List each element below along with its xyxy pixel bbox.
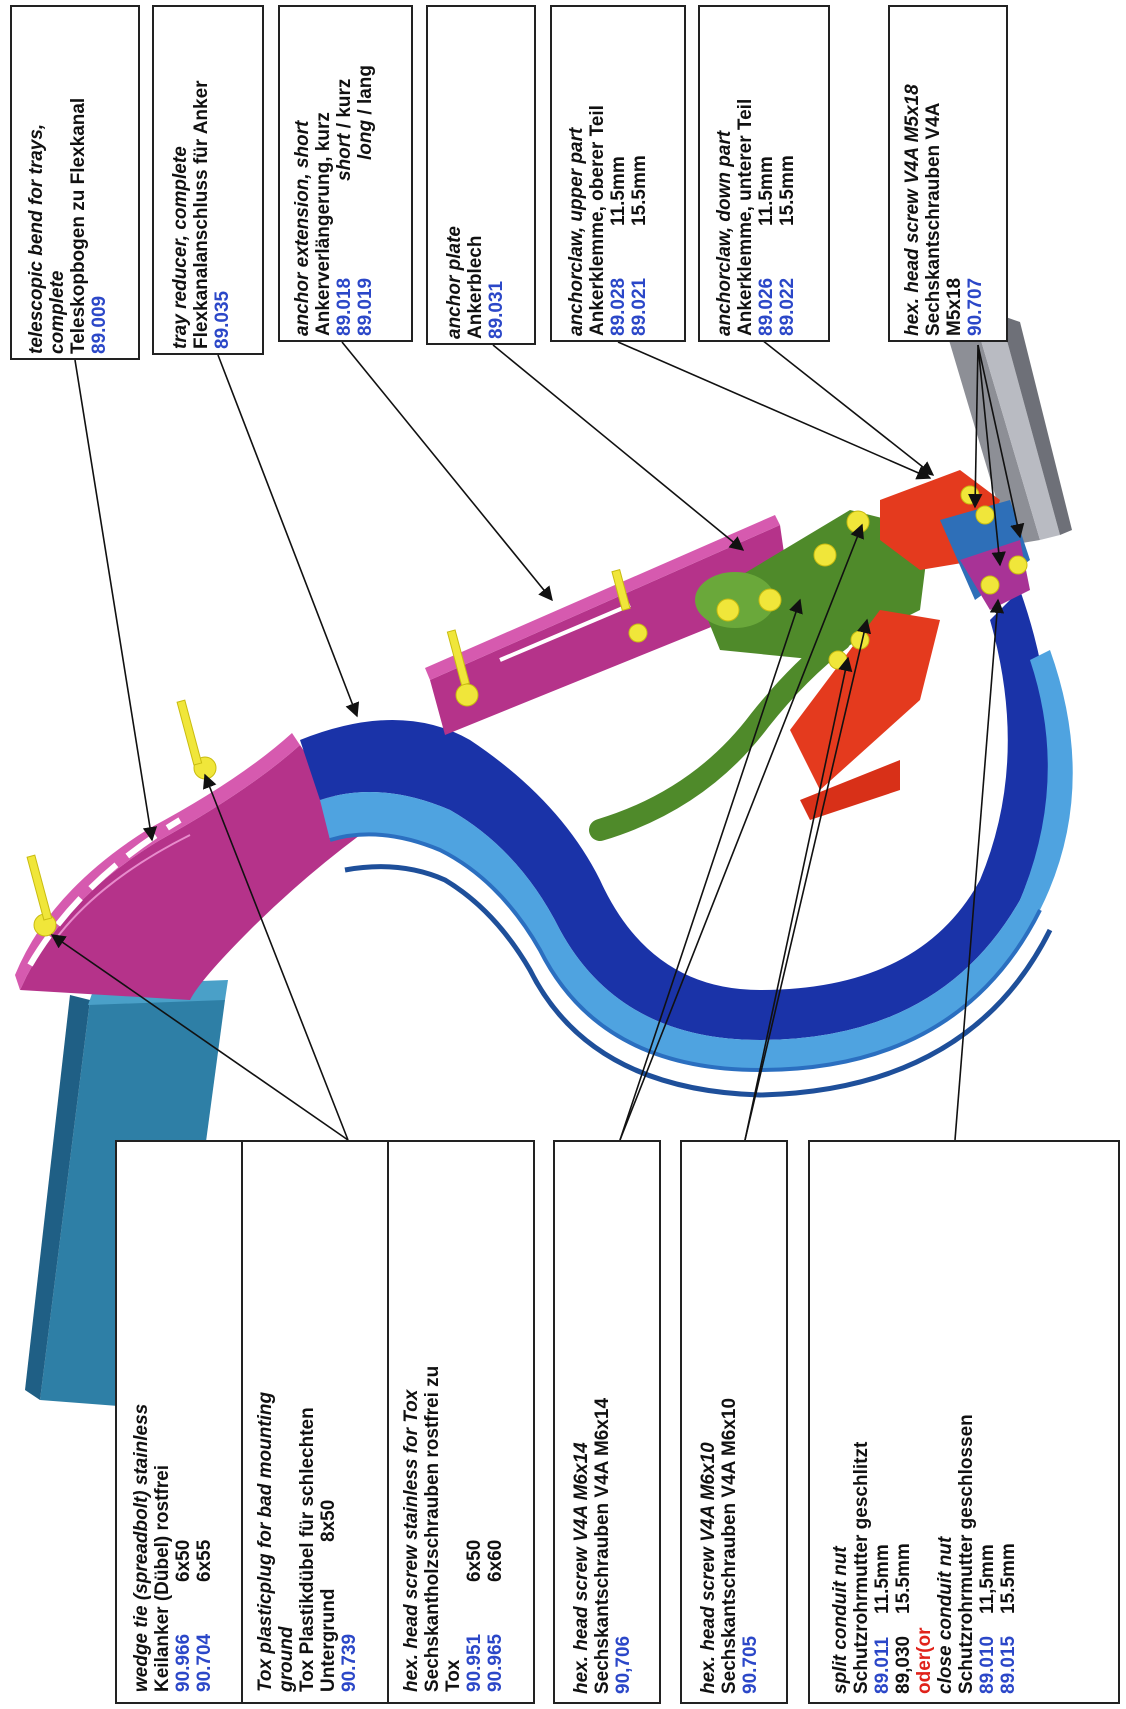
label-anchor-plate: anchor plate Ankerblech 89.031 xyxy=(426,5,536,345)
article-code: 90.707 xyxy=(965,277,986,336)
variant: long xyxy=(355,119,376,160)
size: M5x18 xyxy=(944,277,965,336)
size: 6x50 xyxy=(173,1539,194,1582)
de-text-2: Tox xyxy=(443,1659,464,1692)
de-text-2: Schutzrohrmutter geschlossen xyxy=(956,1414,977,1694)
size: 6x50 xyxy=(464,1539,485,1582)
label-telescopic-bend: telescopic bend for trays, complete Tele… xyxy=(10,5,140,360)
separator: / xyxy=(355,109,376,115)
anchor-extension-bar xyxy=(425,515,790,735)
article-code: 90.965 xyxy=(485,1633,506,1692)
tox-plug-block: Tox plasticplug for bad mounting ground … xyxy=(255,1392,360,1692)
telescopic-bend xyxy=(15,733,360,1000)
size: 15.5mm xyxy=(777,155,798,226)
variant: short xyxy=(334,133,355,182)
size: 11,5mm xyxy=(977,1544,998,1614)
article-code: 89.009 xyxy=(89,295,110,354)
en-text-2: complete xyxy=(47,270,68,354)
label-hex-screw-m5: hex. head screw V4A M5x18 Sechskantschra… xyxy=(888,5,1008,342)
de-text: Tox Plastikdübel für schlechten xyxy=(297,1407,318,1692)
article-code: 89.018 xyxy=(334,277,355,336)
de-text: Sechskantschrauben V4A M6x10 xyxy=(719,1397,740,1694)
en-text: hex. head screw stainless for Tox xyxy=(401,1389,422,1692)
leader-lines xyxy=(50,339,1025,1141)
en-text: split conduit nut xyxy=(830,1546,851,1694)
de-text: Ankerblech xyxy=(465,235,486,339)
en-text: tray reducer, complete xyxy=(170,146,191,349)
wedge-tie-block: wedge tie (spreadbolt) stainless Keilank… xyxy=(131,1404,215,1692)
conduit-navy xyxy=(300,590,1073,1098)
en-text-2: ground xyxy=(276,1626,297,1692)
en-text: wedge tie (spreadbolt) stainless xyxy=(131,1403,152,1692)
de-text: Sechskantholzschrauben rostfrei zu xyxy=(422,1365,443,1692)
size: 11.5mm xyxy=(872,1544,893,1614)
de-text: Ankerklemme, unterer Teil xyxy=(735,98,756,336)
article-code: 89.021 xyxy=(629,277,650,336)
divider xyxy=(387,1142,389,1702)
article-code: 89.010 xyxy=(977,1635,998,1694)
article-code: 89,030 xyxy=(893,1635,914,1694)
de-text: Schutzrohrmutter geschlitzt xyxy=(851,1441,872,1694)
en-text: anchor extension, short xyxy=(292,120,313,336)
article-code: 90.966 xyxy=(173,1633,194,1692)
size: 15.5mm xyxy=(893,1543,914,1614)
article-code: 89.015 xyxy=(998,1635,1019,1694)
grey-pipes xyxy=(940,310,1072,545)
size: 8x50 xyxy=(318,1499,339,1542)
size: 15.5mm xyxy=(998,1543,1019,1614)
size: 6x60 xyxy=(485,1539,506,1582)
label-group-anchors: wedge tie (spreadbolt) stainless Keilank… xyxy=(115,1140,535,1704)
size: 11.5mm xyxy=(608,156,629,226)
article-code: 90.951 xyxy=(464,1633,485,1692)
en-text: anchor plate xyxy=(444,226,465,339)
article-code: 90,706 xyxy=(613,1635,634,1694)
de-text: Flexkanalanschluss für Anker xyxy=(191,80,212,349)
article-code: 90.705 xyxy=(740,1635,761,1694)
en-text: telescopic bend for trays, xyxy=(26,123,47,354)
label-anchorclaw-down: anchorclaw, down part Ankerklemme, unter… xyxy=(698,5,830,342)
label-conduit-nut: split conduit nut Schutzrohrmutter gesch… xyxy=(808,1140,1120,1704)
article-code: 90.739 xyxy=(339,1633,360,1692)
article-code: 90.704 xyxy=(194,1633,215,1692)
variant-de: kurz xyxy=(334,78,355,118)
label-hex-screw-m6x10: hex. head screw V4A M6x10 Sechskantschra… xyxy=(680,1140,788,1704)
or-text: oder(or xyxy=(914,1627,935,1695)
article-code: 89.011 xyxy=(872,1636,893,1694)
de-text: Sechskantschrauben V4A xyxy=(923,102,944,336)
de-text: Keilanker (Dübel) rostfrei xyxy=(152,1465,173,1692)
label-anchor-extension: anchor extension, short Ankerverlängerun… xyxy=(278,5,413,342)
article-code: 89.026 xyxy=(756,277,777,336)
de-text-2: Untergrund xyxy=(318,1588,339,1692)
en-text: hex. head screw V4A M6x10 xyxy=(698,1442,719,1694)
article-code: 89.019 xyxy=(355,277,376,336)
size: 6x55 xyxy=(194,1539,215,1582)
en-text: anchorclaw, upper part xyxy=(566,127,587,336)
bolts xyxy=(26,485,1028,937)
en-text: Tox plasticplug for bad mounting xyxy=(255,1391,276,1692)
de-text: Sechskantschrauben V4A M6x14 xyxy=(592,1397,613,1694)
size: 15.5mm xyxy=(629,155,650,226)
separator: / xyxy=(334,122,355,129)
en-text: hex. head screw V4A M6x14 xyxy=(571,1442,592,1694)
divider xyxy=(241,1142,243,1702)
article-code: 89.028 xyxy=(608,277,629,336)
hex-tox-block: hex. head screw stainless for Tox Sechsk… xyxy=(401,1366,506,1692)
en-text-2: close conduit nut xyxy=(935,1536,956,1694)
label-hex-screw-m6x14: hex. head screw V4A M6x14 Sechskantschra… xyxy=(553,1140,661,1704)
en-text: anchorclaw, down part xyxy=(714,130,735,336)
de-text: Ankerklemme, oberer Teil xyxy=(587,105,608,336)
en-text: hex. head screw V4A M5x18 xyxy=(902,84,923,336)
article-code: 89.031 xyxy=(486,280,507,339)
article-code: 89.035 xyxy=(212,290,233,349)
de-text: Teleskopbogen zu Flexkanal xyxy=(68,97,89,354)
de-text: Ankerverlängerung, kurz xyxy=(313,112,334,336)
size: 11.5mm xyxy=(756,156,777,226)
label-tray-reducer: tray reducer, complete Flexkanalanschlus… xyxy=(152,5,264,355)
article-code: 89.022 xyxy=(777,277,798,336)
label-anchorclaw-upper: anchorclaw, upper part Ankerklemme, ober… xyxy=(550,5,686,342)
variant-de: lang xyxy=(355,64,376,105)
